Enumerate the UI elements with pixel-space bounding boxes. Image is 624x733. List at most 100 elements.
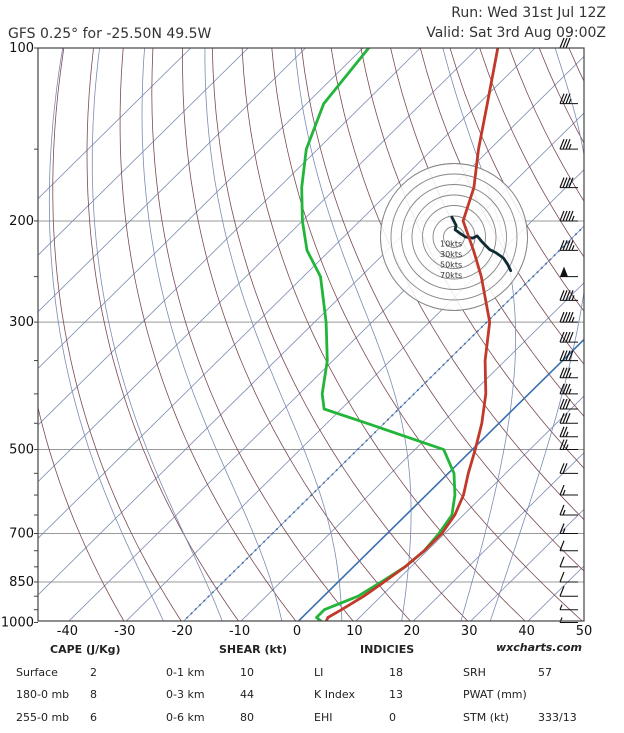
wind-barb [559,439,578,451]
dry-adiabat-line [151,48,354,621]
pressure-tick-label: 1000 [1,616,34,631]
hodograph-ring [380,163,528,311]
wind-barb [559,604,578,611]
dry-adiabat-line [86,48,240,621]
hodograph-ring-label: 10kts [440,239,462,248]
index-row-label: LI [314,666,324,679]
wind-barb [559,413,578,424]
shear-row-label: 0-3 km [166,688,205,701]
cape-row-value: 6 [90,711,97,724]
isotherm-line [412,452,584,621]
wind-barb [559,540,578,552]
hodograph-ring [411,194,497,280]
wind-barb [559,138,578,150]
shear-row-label: 0-1 km [166,666,205,679]
hodograph-ring-label: 30kts [440,250,462,259]
cape-row-label: 180-0 mb [16,688,70,701]
wind-barb [559,350,578,362]
wind-barb [559,210,578,222]
index-row-value: 13 [389,688,403,701]
isotherm-line [38,48,421,426]
freezing-isotherm [297,338,584,621]
temperature-tick-label: 40 [518,624,535,639]
wind-barb [559,617,578,623]
wind-barb [559,177,578,189]
shear-row-value: 80 [240,711,254,724]
pressure-tick-label: 500 [9,443,34,458]
isotherm-line [38,48,536,539]
extra-row-value: 333/13 [538,711,577,724]
cape-row-value: 2 [90,666,97,679]
isotherm-line [355,395,584,621]
pressure-tick-label: 200 [9,214,34,229]
temperature-profile-line [324,48,500,621]
brand-logo: wxcharts.com [496,641,582,654]
wind-barb [559,398,578,410]
wind-barb [559,240,578,251]
cape-row-label: 255-0 mb [16,711,70,724]
temperature-tick-label: 50 [576,624,593,639]
dry-adiabat-line [119,48,297,621]
isotherm-line [38,48,364,370]
wind-barb [559,585,578,597]
valid-time: Valid: Sat 3rd Aug 09:00Z [426,25,606,41]
dry-adiabat-line [182,48,411,621]
isotherm-line [470,508,584,621]
moist-adiabat-line [91,48,223,621]
extra-row-value: 57 [538,666,552,679]
dry-adiabat-line [241,48,526,621]
dry-adiabat-line [390,48,584,418]
dry-adiabat-line [38,406,125,621]
dry-adiabat-line [271,48,583,621]
pressure-tick-label: 850 [9,575,34,590]
moist-adiabat-line [48,48,164,621]
wind-barb [559,484,578,496]
dewpoint-profile-line [300,48,457,621]
isotherm-line [572,48,624,635]
plot-frame [37,47,585,622]
temperature-tick-label: -20 [172,624,193,639]
hodograph-ring-label: 70kts [440,271,462,280]
hodograph-ring-label: 50kts [440,260,462,269]
temperature-tick-label: 10 [346,624,363,639]
index-row-value: 0 [389,711,396,724]
isotherm-line [38,48,192,200]
wind-barb [559,37,578,49]
wind-barb [559,367,578,379]
temperature-tick-label: 0 [293,624,301,639]
hodograph-ring [380,163,528,311]
dry-adiabat-line [52,48,182,621]
index-row-label: EHI [314,711,333,724]
temperature-tick-label: 20 [404,624,421,639]
dry-adiabat-line [479,48,584,258]
shear-header: SHEAR (kt) [219,643,288,656]
isotherm-line [38,48,306,313]
dry-adiabat-line [568,48,584,83]
temperature-tick-label: -10 [229,624,250,639]
temperature-tick-label: -40 [57,624,78,639]
wind-barb [559,571,578,583]
dry-adiabat-line [419,48,584,365]
wind-barb [559,311,578,323]
wind-barb [559,523,578,535]
moist-adiabat-line [294,48,412,621]
cape-row-label: Surface [16,666,58,679]
temperature-tick-label: 30 [461,624,478,639]
pressure-tick-label: 100 [9,41,34,56]
dry-adiabat-line [599,48,624,635]
model-location-title: GFS 0.25° for -25.50N 49.5W [8,26,212,42]
pressure-tick-label: 300 [9,315,34,330]
dry-adiabat-line [211,48,469,621]
wind-barb [559,504,578,516]
wind-barb [559,331,578,343]
moist-adiabat-line [204,48,343,621]
index-row-label: K Index [314,688,355,701]
run-time: Run: Wed 31st Jul 12Z [451,5,606,21]
extra-row-label: STM (kt) [463,711,509,724]
hodograph-ring [401,184,507,290]
moist-adiabat-line [442,48,516,621]
isotherm-line [38,48,249,256]
indices-header: INDICIES [360,643,415,656]
temperature-tick-label: -30 [114,624,135,639]
isotherm-line [240,282,584,621]
